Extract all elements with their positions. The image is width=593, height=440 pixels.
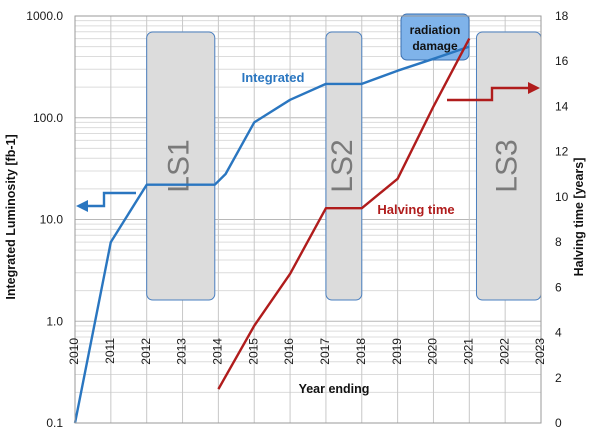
radiation-damage-text-line2: damage [412, 39, 458, 53]
x-tick-label: 2013 [175, 338, 189, 365]
x-tick-label: 2012 [139, 338, 153, 365]
right-axis-ticks: 0 2 4 6 8 10 12 14 16 18 [555, 9, 569, 430]
series-label-integrated: Integrated [242, 70, 305, 85]
shutdown-label-ls2: LS2 [326, 139, 359, 192]
left-axis-ticks: 0.1 1.0 10.0 100.0 1000.0 [26, 9, 63, 430]
left-tick-label: 100.0 [33, 111, 63, 125]
right-tick-label: 18 [555, 9, 569, 23]
x-tick-label: 2021 [461, 338, 475, 365]
data-series: Integrated Halving time [73, 38, 471, 424]
left-tick-label: 10.0 [40, 213, 64, 227]
right-tick-label: 12 [555, 145, 569, 159]
axis-arrows [76, 82, 540, 212]
right-tick-label: 2 [555, 371, 562, 385]
left-axis-arrow [84, 191, 136, 208]
x-tick-label: 2020 [426, 338, 440, 365]
radiation-damage-annotation: radiation damage [400, 13, 470, 61]
right-axis-arrow [447, 86, 528, 102]
x-tick-label: 2015 [246, 338, 260, 365]
series-label-halving-time: Halving time [377, 202, 454, 217]
x-axis-ticks: 2010 2011 2012 2013 2014 2015 2016 2017 2018 2019… [67, 338, 547, 365]
radiation-damage-box [400, 13, 470, 61]
shutdown-box-ls2 [325, 31, 363, 301]
x-tick-label: 2018 [354, 338, 368, 365]
shutdown-box-ls1 [146, 31, 216, 301]
right-tick-label: 0 [555, 416, 562, 430]
right-tick-label: 10 [555, 190, 569, 204]
series-line-halving-time [217, 38, 471, 390]
shutdown-boxes: LS1 LS2 LS3 [146, 31, 542, 301]
left-axis-title: Integrated Luminosity [fb-1] [4, 134, 18, 299]
right-tick-label: 4 [555, 326, 562, 340]
left-tick-label: 1000.0 [26, 9, 63, 23]
right-tick-label: 14 [555, 99, 569, 113]
right-axis-title: Halving time [years] [572, 158, 586, 277]
left-arrowhead [76, 200, 88, 212]
left-tick-label: 0.1 [46, 416, 63, 430]
x-tick-label: 2022 [497, 338, 511, 365]
right-tick-label: 8 [555, 235, 562, 249]
shutdown-label-ls3: LS3 [491, 139, 524, 192]
x-tick-label: 2019 [390, 338, 404, 365]
right-tick-label: 6 [555, 280, 562, 294]
x-tick-label: 2016 [282, 338, 296, 365]
x-axis-title: Year ending [299, 382, 370, 396]
x-tick-label: 2011 [103, 338, 117, 364]
x-tick-label: 2017 [318, 338, 332, 365]
plot-frame [74, 15, 542, 424]
x-tick-label: 2023 [533, 338, 547, 365]
left-tick-label: 1.0 [46, 314, 63, 328]
right-tick-label: 16 [555, 54, 569, 68]
x-tick-label: 2010 [67, 338, 81, 365]
x-tick-label: 2014 [211, 338, 225, 365]
right-arrowhead [528, 82, 540, 94]
radiation-damage-text-line1: radiation [410, 23, 461, 37]
